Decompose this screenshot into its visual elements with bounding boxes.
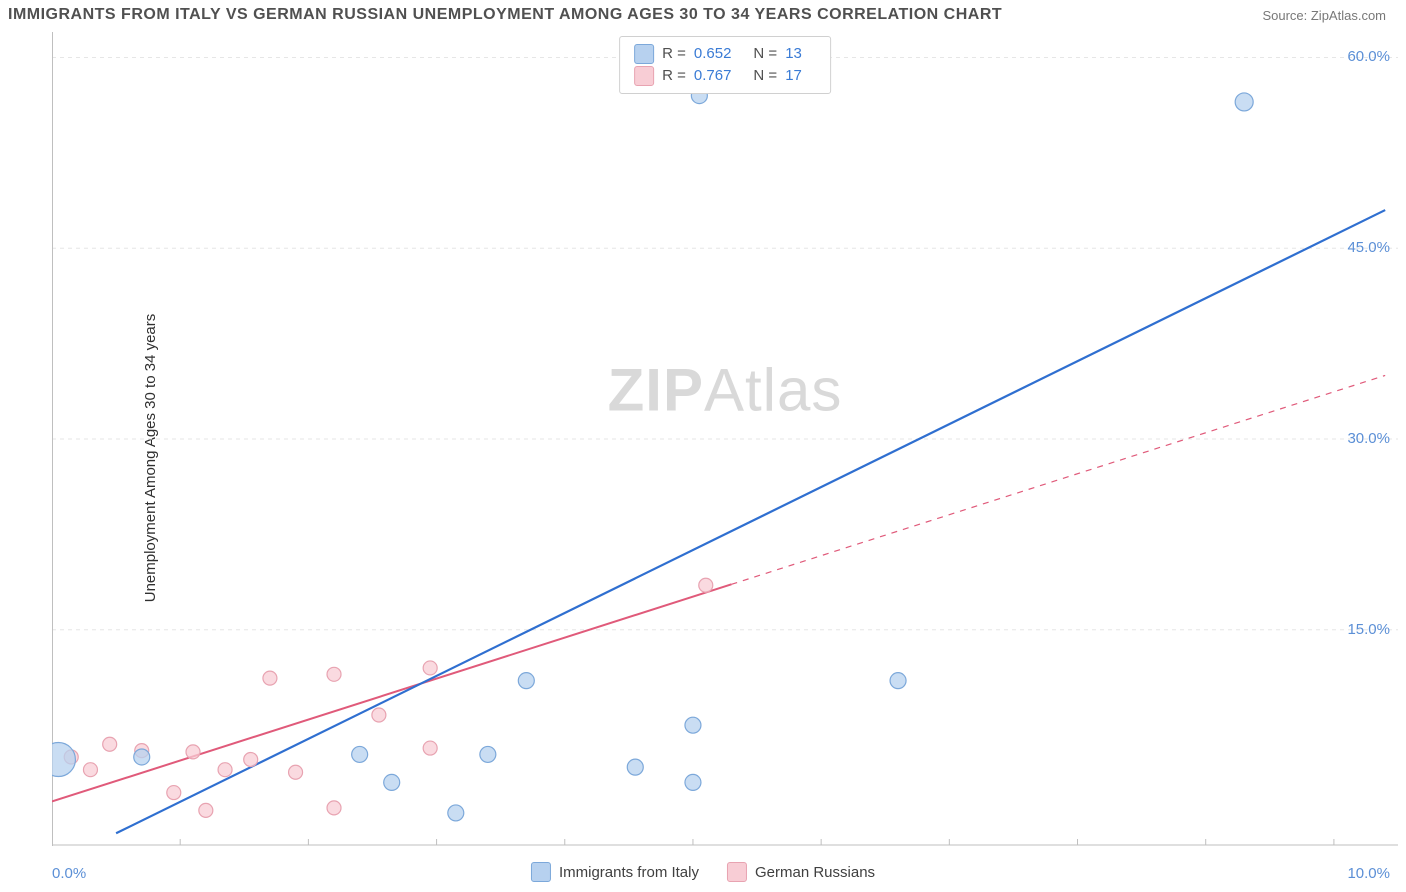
legend-item: Immigrants from Italy [531,862,699,882]
r-value: 0.652 [694,43,732,65]
scatter-point [480,746,496,762]
legend-item: German Russians [727,862,875,882]
scatter-point [186,745,200,759]
y-tick-label: 30.0% [1347,430,1390,447]
scatter-point [327,667,341,681]
legend-swatch [634,44,654,64]
scatter-point [134,749,150,765]
scatter-point [685,717,701,733]
scatter-point [699,578,713,592]
legend-swatch [727,862,747,882]
correlation-legend-row: R = 0.652 N = 13 [634,43,816,65]
scatter-point [448,805,464,821]
scatter-point [103,737,117,751]
legend-swatch [531,862,551,882]
series-legend: Immigrants from Italy German Russians [531,862,875,882]
correlation-legend: R = 0.652 N = 13 R = 0.767 N = 17 [619,36,831,94]
legend-swatch [634,66,654,86]
scatter-point [83,763,97,777]
r-label: R = [662,65,686,87]
n-value: 17 [785,65,802,87]
scatter-point [627,759,643,775]
scatter-point [1235,93,1253,111]
scatter-point [423,661,437,675]
y-tick-label: 60.0% [1347,48,1390,65]
y-tick-label: 45.0% [1347,239,1390,256]
scatter-point [423,741,437,755]
scatter-point [167,786,181,800]
r-value: 0.767 [694,65,732,87]
scatter-point [890,673,906,689]
x-tick-left: 0.0% [52,865,86,882]
n-value: 13 [785,43,802,65]
legend-label: Immigrants from Italy [559,864,699,881]
chart-container: Unemployment Among Ages 30 to 34 years Z… [8,32,1398,884]
y-tick-label: 15.0% [1347,621,1390,638]
r-label: R = [662,43,686,65]
scatter-point [244,753,258,767]
scatter-point [289,765,303,779]
chart-svg [52,32,1398,846]
scatter-point [327,801,341,815]
plot-area: ZIPAtlas R =0.652N =13R =0.767N =17 15.0… [52,32,1398,846]
n-label: N = [753,43,777,65]
scatter-point [352,746,368,762]
scatter-point [218,763,232,777]
chart-title: IMMIGRANTS FROM ITALY VS GERMAN RUSSIAN … [8,6,1002,24]
scatter-point [372,708,386,722]
scatter-point [384,774,400,790]
correlation-legend-row: R = 0.767 N = 17 [634,65,816,87]
scatter-point [518,673,534,689]
scatter-point [52,743,75,777]
x-tick-right: 10.0% [1347,865,1390,882]
source-label: Source: ZipAtlas.com [1262,8,1386,23]
scatter-point [685,774,701,790]
n-label: N = [753,65,777,87]
legend-label: German Russians [755,864,875,881]
scatter-point [199,803,213,817]
scatter-point [263,671,277,685]
